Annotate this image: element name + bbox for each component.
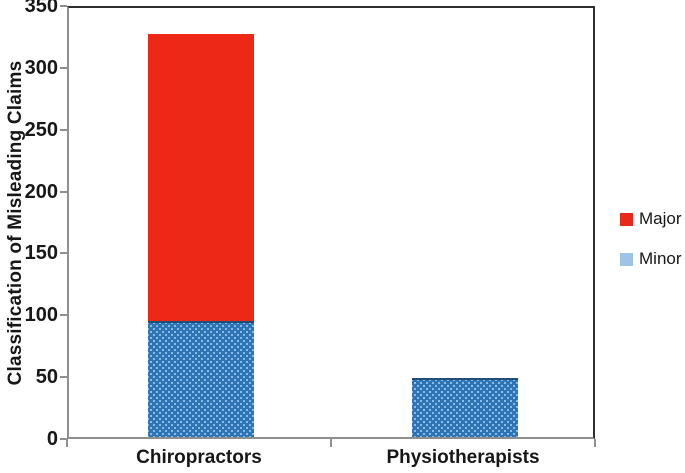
legend-swatch-minor <box>620 252 633 266</box>
y-tick-mark <box>60 128 67 131</box>
y-tick-label: 300 <box>24 56 58 79</box>
x-category-label: Chiropractors <box>136 447 262 468</box>
legend-swatch-major <box>620 212 633 226</box>
y-tick-mark <box>60 376 67 379</box>
y-tick-label: 100 <box>24 304 58 327</box>
y-tick-mark <box>60 66 67 69</box>
y-axis-title: Classification of Misleading Claims <box>5 60 26 386</box>
y-tick-mark <box>60 314 67 317</box>
y-tick-mark <box>60 438 67 440</box>
x-tick-mark <box>66 439 68 447</box>
bar-segment-major-chiropractors <box>148 33 254 321</box>
legend-item-major: Major <box>620 209 682 229</box>
y-tick-mark <box>60 252 67 255</box>
y-tick-mark <box>60 190 67 193</box>
legend-label: Minor <box>639 249 682 268</box>
x-tick-mark <box>594 439 596 447</box>
y-tick-mark <box>60 5 67 7</box>
x-tick-mark <box>330 439 332 447</box>
x-category-label: Physiotherapists <box>386 447 540 468</box>
y-tick-label: 250 <box>24 118 58 141</box>
legend: Major Minor <box>620 209 682 269</box>
y-tick-label: 150 <box>24 242 58 265</box>
y-tick-label: 350 <box>24 0 58 17</box>
bar-segment-minor-chiropractors <box>148 320 254 437</box>
legend-label: Major <box>639 209 682 228</box>
bar-segment-minor-physiotherapists <box>412 377 518 437</box>
y-tick-label: 50 <box>35 366 58 389</box>
y-tick-label: 200 <box>24 180 58 203</box>
y-tick-label: 0 <box>46 428 58 450</box>
plot-area <box>67 6 595 439</box>
legend-item-minor: Minor <box>620 249 682 269</box>
